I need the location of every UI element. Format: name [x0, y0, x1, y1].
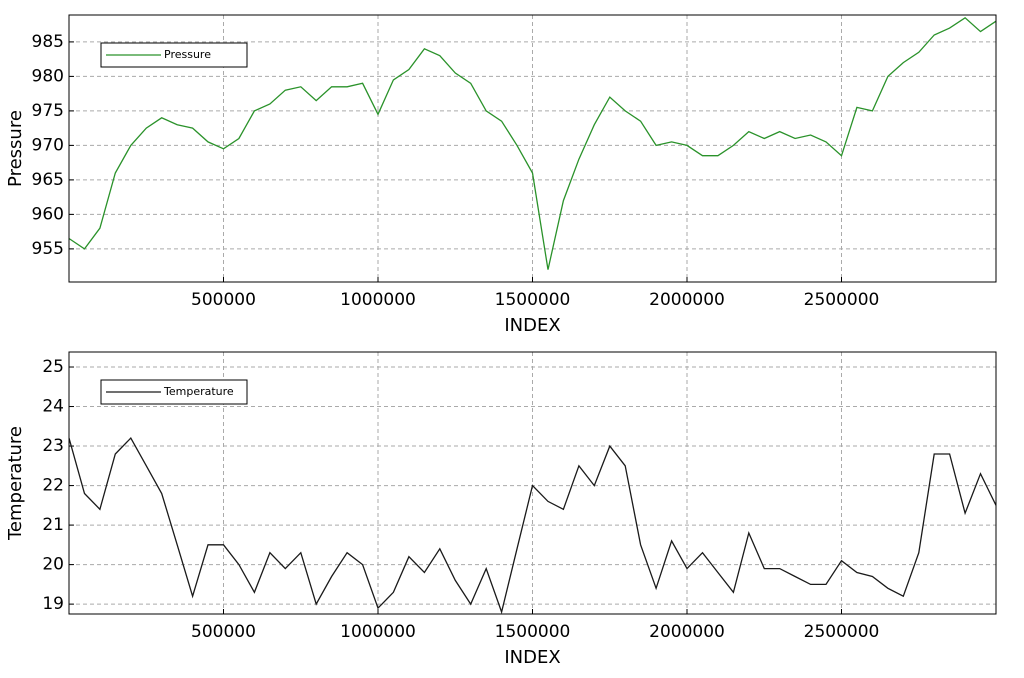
x-tick-label: 2000000 [649, 622, 725, 642]
y-tick-label: 24 [42, 397, 64, 417]
y-tick-label: 21 [42, 515, 64, 535]
data-line [69, 16, 996, 270]
plot-frame [68, 14, 997, 283]
x-tick-label: 500000 [191, 290, 256, 310]
x-tick-label: 1500000 [495, 290, 571, 310]
data-line [69, 437, 996, 614]
y-axis-label: Pressure [5, 110, 26, 187]
y-tick-label: 965 [32, 170, 64, 190]
plot-frame [68, 351, 997, 615]
y-tick-label: 980 [32, 66, 64, 86]
y-tick-label: 975 [32, 101, 64, 121]
x-tick-label: 2500000 [804, 622, 880, 642]
x-tick-label: 1000000 [340, 622, 416, 642]
x-tick-label: 1000000 [340, 290, 416, 310]
y-tick-label: 23 [42, 436, 64, 456]
y-tick-label: 20 [42, 555, 64, 575]
y-tick-label: 22 [42, 476, 64, 496]
x-tick-label: 1500000 [495, 622, 571, 642]
x-axis-label: INDEX [504, 315, 560, 336]
y-axis-label: Temperature [5, 426, 26, 541]
x-axis-label: INDEX [504, 647, 560, 668]
y-tick-label: 960 [32, 204, 64, 224]
y-tick-label: 985 [32, 32, 64, 52]
x-tick-label: 2000000 [649, 290, 725, 310]
legend-label: Temperature [163, 385, 234, 398]
x-tick-label: 2500000 [804, 290, 880, 310]
y-tick-label: 970 [32, 135, 64, 155]
y-tick-label: 955 [32, 239, 64, 259]
legend-label: Pressure [164, 48, 211, 61]
y-tick-label: 25 [42, 357, 64, 377]
x-tick-label: 500000 [191, 622, 256, 642]
y-tick-label: 19 [42, 594, 64, 614]
